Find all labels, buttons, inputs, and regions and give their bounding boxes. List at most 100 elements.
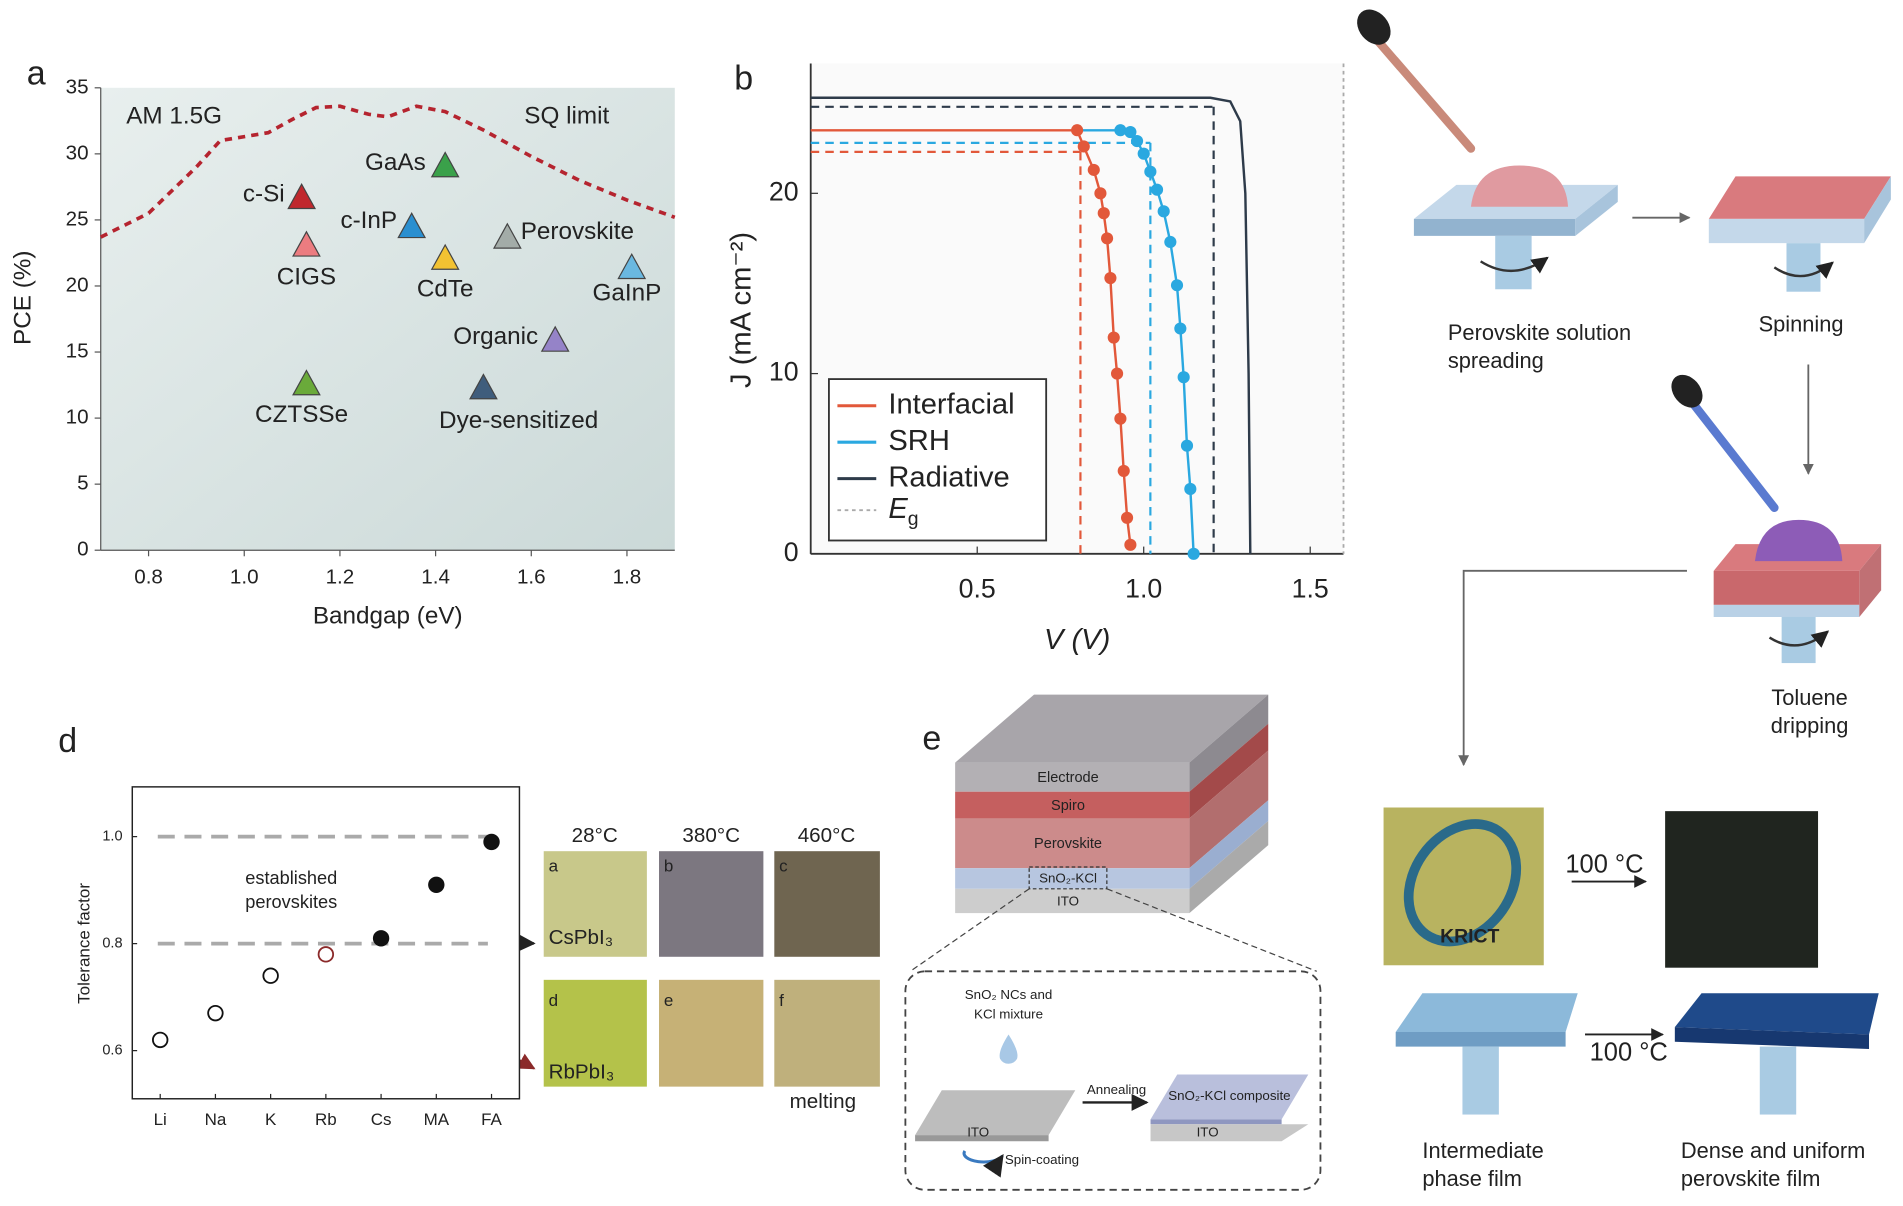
photo-letter: c xyxy=(779,856,788,875)
temperature-label: 28°C xyxy=(572,824,618,847)
x-tick-label: 1.0 xyxy=(230,566,259,589)
material-marker xyxy=(292,369,321,396)
material-marker xyxy=(292,230,321,257)
jv-point xyxy=(1130,134,1144,148)
y-tick-label: 15 xyxy=(66,339,89,362)
tolerance-point xyxy=(262,967,279,984)
material-label: GaAs xyxy=(365,149,426,176)
jv-point xyxy=(1101,232,1114,245)
x-tick-label: 0.5 xyxy=(959,573,996,603)
step-label: phase film xyxy=(1422,1166,1521,1191)
y-tick-label: 35 xyxy=(66,75,89,98)
panel-label: d xyxy=(58,722,77,760)
tolerance-point xyxy=(372,930,390,947)
jv-point xyxy=(1120,511,1134,524)
tolerance-point xyxy=(152,1031,169,1049)
temperature-label: 380°C xyxy=(682,824,740,847)
inset-label: KCl mixture xyxy=(974,1007,1043,1022)
y-tick-label: 0.8 xyxy=(102,935,122,951)
material-label: Dye-sensitized xyxy=(439,407,598,434)
jv-point xyxy=(1071,124,1084,137)
compound-label: RbPbI₃ xyxy=(549,1061,615,1084)
panel-e-drawing xyxy=(904,694,1322,1191)
y-axis-label: J (mA cm⁻²) xyxy=(725,232,757,388)
jv-point xyxy=(1187,547,1200,560)
material-marker xyxy=(540,325,570,352)
y-tick-label: 1.0 xyxy=(102,828,122,844)
step-label: Dense and uniform xyxy=(1681,1138,1865,1163)
sq-limit-line xyxy=(99,104,676,239)
temperature-label: 460°C xyxy=(798,824,856,847)
panel-d-photos xyxy=(338,839,880,1087)
material-label: Perovskite xyxy=(521,218,634,245)
jv-point xyxy=(1087,163,1100,176)
logo-text: KRICT xyxy=(1440,925,1499,947)
material-marker xyxy=(397,212,427,239)
jv-point xyxy=(1157,205,1170,218)
photo-letter: d xyxy=(549,991,558,1010)
x-tick-label: 1.6 xyxy=(517,566,546,589)
layer-label: SnO₂-KCl xyxy=(1039,871,1097,886)
tolerance-point xyxy=(483,833,500,851)
panel-label: a xyxy=(27,55,46,93)
tolerance-point xyxy=(207,1004,224,1022)
y-tick-label: 25 xyxy=(66,207,89,230)
photo-letter: f xyxy=(779,991,784,1010)
jv-point xyxy=(1124,125,1137,139)
material-marker xyxy=(492,222,522,249)
material-label: CIGS xyxy=(277,263,336,290)
x-tick-label: 1.4 xyxy=(421,566,450,589)
x-tick-label: 1.5 xyxy=(1292,573,1329,603)
material-label: CdTe xyxy=(417,275,474,302)
x-tick-label: 1.2 xyxy=(326,566,355,589)
material-label: Organic xyxy=(453,323,538,350)
tolerance-point xyxy=(428,876,445,893)
x-tick-label: 1.0 xyxy=(1125,573,1162,603)
y-tick-label: 0.6 xyxy=(102,1042,122,1058)
jv-point xyxy=(1164,235,1177,249)
jv-point xyxy=(1111,367,1124,380)
jv-point xyxy=(1114,412,1127,425)
legend-label: SRH xyxy=(888,425,949,457)
y-tick-label: 30 xyxy=(66,141,89,164)
jv-point xyxy=(1170,279,1184,292)
jv-point xyxy=(1077,140,1090,153)
x-tick-label: Cs xyxy=(371,1110,392,1129)
x-tick-label: 0.8 xyxy=(134,566,163,589)
x-axis-label: Bandgap (eV) xyxy=(313,602,463,629)
y-tick-label: 0 xyxy=(77,538,88,561)
eg-symbol: E xyxy=(888,493,908,525)
y-tick-label: 20 xyxy=(66,273,89,296)
photo-letter: e xyxy=(664,991,673,1010)
series-label: SQ limit xyxy=(524,102,609,129)
panel-label: b xyxy=(734,59,753,97)
jv-point xyxy=(1107,331,1120,344)
inset-label: SnO₂ NCs and xyxy=(965,987,1053,1002)
layer-label: Perovskite xyxy=(1034,836,1102,852)
layer-label: Electrode xyxy=(1037,770,1098,786)
eg-subscript: g xyxy=(908,508,919,530)
jv-point xyxy=(1177,371,1190,384)
y-tick-label: 20 xyxy=(769,176,799,206)
annotation: AM 1.5G xyxy=(126,102,222,129)
y-axis-label: PCE (%) xyxy=(10,251,37,345)
step-label: Toluene xyxy=(1771,685,1847,710)
x-tick-label: 1.8 xyxy=(613,566,642,589)
temperature-label: 100 °C xyxy=(1565,850,1643,878)
photo-letter: b xyxy=(664,856,673,875)
material-marker xyxy=(430,151,460,178)
material-marker xyxy=(469,373,498,400)
legend-label: Eg xyxy=(888,493,918,530)
step-label: perovskite film xyxy=(1681,1166,1821,1191)
material-label: GaInP xyxy=(592,280,661,307)
step-label: spreading xyxy=(1448,348,1544,373)
x-tick-label: Li xyxy=(154,1110,167,1129)
panel-c-drawing xyxy=(1357,9,1891,1115)
jv-point xyxy=(1097,207,1110,220)
note: melting xyxy=(790,1090,856,1113)
jv-point xyxy=(1174,322,1187,335)
jv-curve xyxy=(810,96,1252,554)
jv-point xyxy=(1114,124,1127,137)
material-label: c-InP xyxy=(340,207,397,234)
inset-label: Annealing xyxy=(1087,1082,1146,1097)
